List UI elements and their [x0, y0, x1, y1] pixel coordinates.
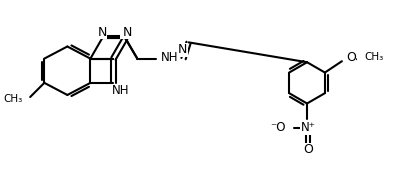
Text: O: O — [346, 51, 356, 64]
Text: N: N — [121, 26, 130, 39]
Text: O: O — [303, 143, 313, 157]
Text: N: N — [123, 26, 132, 39]
Text: NH: NH — [161, 51, 178, 64]
Text: NH: NH — [112, 84, 129, 97]
Text: CH₃: CH₃ — [4, 94, 23, 104]
Text: ⁻O: ⁻O — [270, 121, 286, 134]
Text: N⁺: N⁺ — [300, 121, 315, 134]
Text: CH₃: CH₃ — [364, 52, 383, 62]
Text: N: N — [97, 26, 107, 39]
Text: N: N — [177, 43, 187, 56]
